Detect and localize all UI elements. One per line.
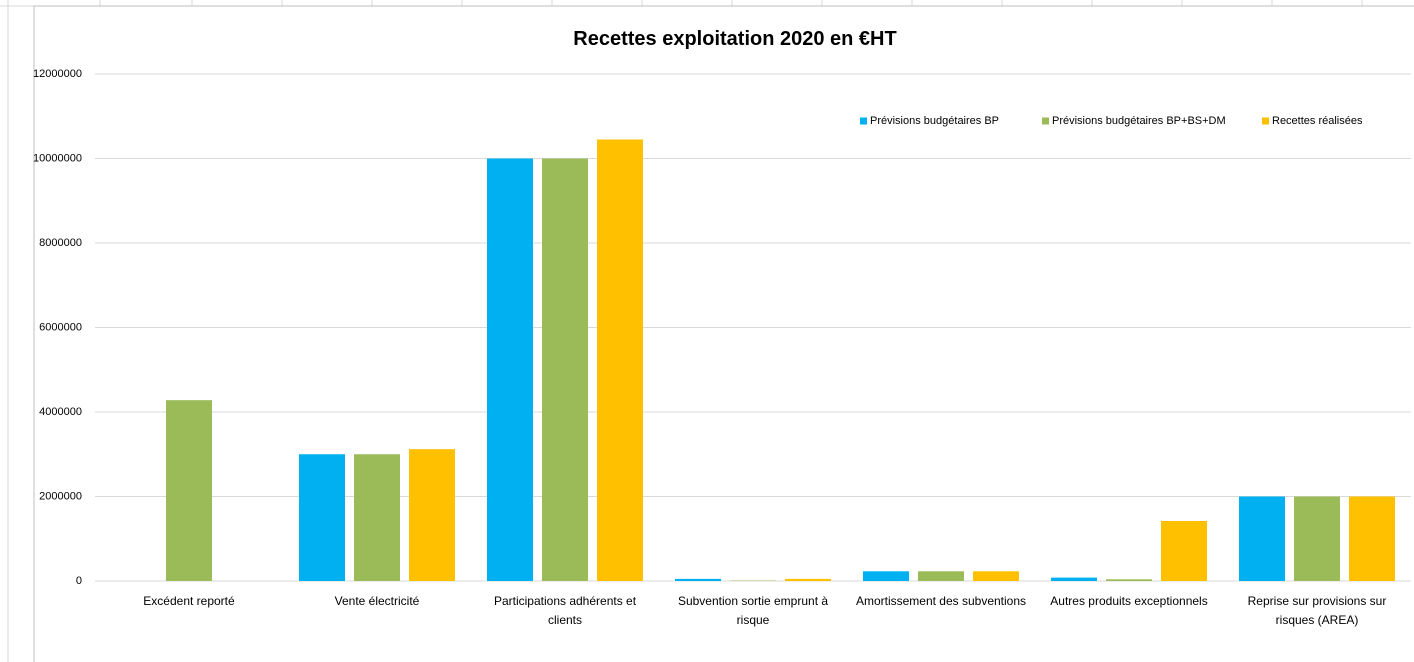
x-tick-label: Participations adhérents et clients [493,594,637,627]
bar [1349,496,1395,581]
y-tick-label: 6000000 [39,321,82,333]
bar [1106,579,1152,581]
bar [918,571,964,581]
bar [1161,521,1207,581]
bar [166,400,212,581]
bar [299,454,345,581]
x-tick-label: Amortissement des subventions [855,594,1027,608]
legend-swatch [860,117,867,125]
y-tick-label: 10000000 [33,152,82,164]
bar [542,158,588,581]
legend-label: Prévisions budgétaires BP [870,115,999,127]
chart-title: Recettes exploitation 2020 en €HT [573,28,897,50]
bar [409,449,455,581]
legend-label: Recettes réalisées [1272,115,1363,127]
x-tick-label: Reprise sur provisions sur risques (AREA… [1247,594,1387,627]
bar [785,578,831,581]
bar [675,578,721,581]
bar [487,158,533,581]
y-tick-label: 12000000 [33,68,82,80]
x-tick-label: Vente électricité [334,594,420,608]
bar [354,454,400,581]
x-tick-label: Subvention sortie emprunt à risque [677,594,829,627]
legend-swatch [1262,117,1269,125]
y-tick-label: 0 [76,575,82,587]
bar [1294,496,1340,581]
bar [597,139,643,582]
y-tick-label: 4000000 [39,406,82,418]
legend-swatch [1042,117,1049,125]
legend-label: Prévisions budgétaires BP+BS+DM [1052,115,1226,127]
bar [1051,577,1097,581]
bar [1239,496,1285,581]
x-tick-label: Autres produits exceptionnels [1050,594,1208,608]
y-tick-label: 2000000 [39,490,82,502]
x-tick-label: Excédent reporté [143,594,235,608]
bar [973,571,1019,581]
bar [863,571,909,581]
chart-frame [33,5,1414,662]
y-tick-label: 8000000 [39,237,82,249]
